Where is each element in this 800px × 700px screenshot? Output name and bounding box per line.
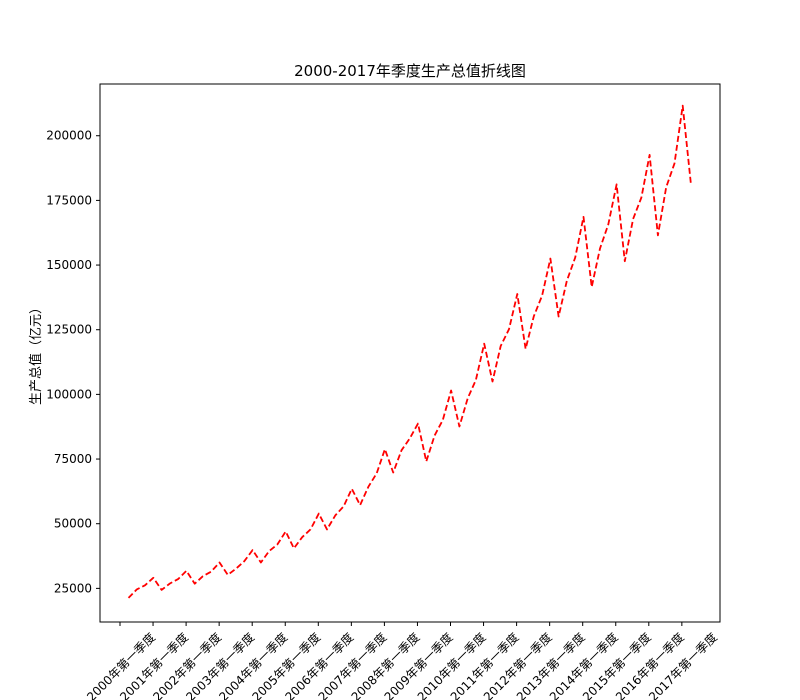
chart-title: 2000-2017年季度生产总值折线图	[294, 62, 526, 80]
y-tick-label: 200000	[46, 129, 92, 143]
y-axis-label: 生产总值（亿元）	[28, 301, 44, 405]
series-layer	[127, 104, 692, 599]
y-tick-label: 175000	[46, 193, 92, 207]
y-tick-label: 100000	[46, 387, 92, 401]
series-line	[127, 104, 692, 599]
y-tick-label: 150000	[46, 258, 92, 272]
y-tick-label: 25000	[54, 581, 92, 595]
x-axis: 2000年第一季度2001年第一季度2002年第一季度2003年第一季度2004…	[83, 622, 720, 700]
y-tick-label: 75000	[54, 452, 92, 466]
plot-area-frame	[99, 83, 721, 623]
y-tick-label: 50000	[54, 517, 92, 531]
y-axis: 25000 50000 75000 100000 125000 150000 175000 2…	[46, 129, 100, 595]
y-tick-label: 125000	[46, 323, 92, 337]
